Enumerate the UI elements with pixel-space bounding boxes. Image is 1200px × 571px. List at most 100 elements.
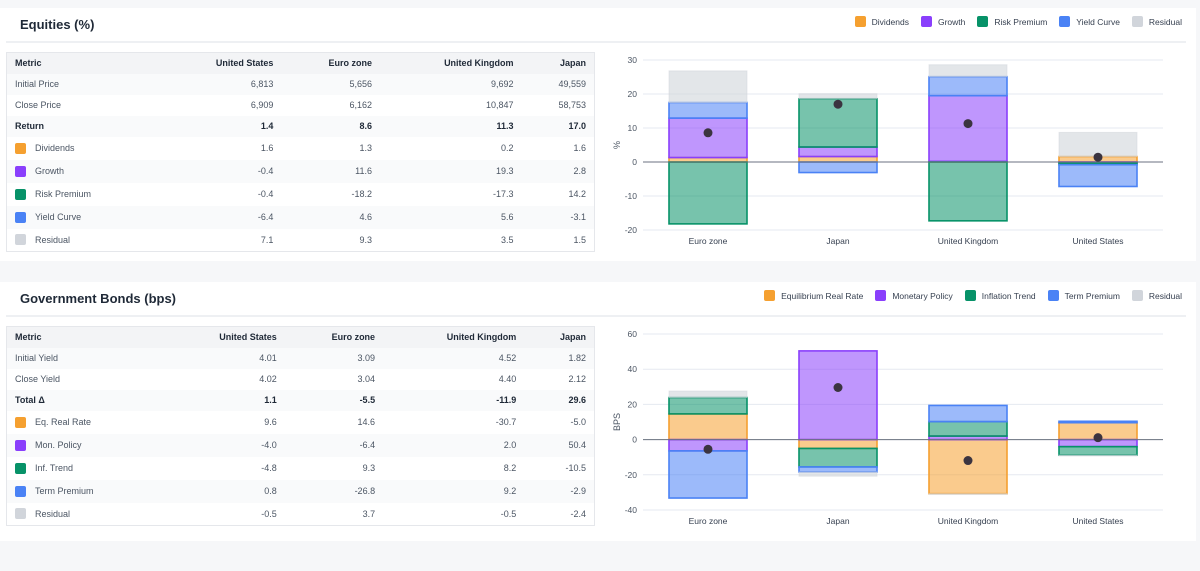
y-axis-label: BPS <box>612 413 622 431</box>
bar-segment[interactable] <box>798 350 878 441</box>
legend-item[interactable]: Equilibrium Real Rate <box>764 290 863 301</box>
row-label: Inf. Trend <box>35 463 74 473</box>
color-swatch <box>15 188 26 200</box>
table-cell: 19.3 <box>379 159 522 183</box>
legend-item[interactable]: Dividends <box>854 16 909 27</box>
bar-segment[interactable] <box>668 396 748 415</box>
bar-segment[interactable] <box>928 438 1008 495</box>
y-tick-label: 30 <box>628 55 638 65</box>
total-marker[interactable] <box>1093 152 1103 162</box>
total-marker[interactable] <box>833 383 843 393</box>
legend-item[interactable]: Risk Premium <box>977 16 1047 27</box>
bar-segment[interactable] <box>928 64 1008 78</box>
bar-segment[interactable] <box>1058 420 1138 424</box>
legend-item[interactable]: Growth <box>920 16 965 27</box>
row-label-cell: Total Δ <box>6 389 164 411</box>
y-tick-label: -40 <box>625 505 638 515</box>
bar-segment[interactable] <box>1058 163 1138 188</box>
legend-label: Dividends <box>871 16 909 27</box>
row-label: Yield Curve <box>35 212 82 222</box>
bar-segment[interactable] <box>668 101 748 119</box>
total-marker[interactable] <box>963 456 973 466</box>
bar-segment[interactable] <box>1058 445 1138 456</box>
legend-label: Monetary Policy <box>892 290 953 301</box>
bar-segment[interactable] <box>928 161 1008 222</box>
table-cell: -6.4 <box>159 205 282 229</box>
table-cell: 4.52 <box>383 347 525 369</box>
bar-segment[interactable] <box>1058 454 1138 457</box>
table-cell: 3.04 <box>357 374 376 384</box>
row-label-cell: Risk Premium <box>7 183 160 206</box>
legend-item[interactable]: Yield Curve <box>1059 16 1120 27</box>
bar-segment[interactable] <box>798 161 878 174</box>
row-label-cell: Mon. Policy <box>6 433 164 457</box>
table-cell: -5.0 <box>570 417 586 427</box>
column-header: Japan <box>524 326 595 348</box>
bar-segment[interactable] <box>798 155 878 163</box>
table-cell: -3.1 <box>521 205 595 229</box>
table-row: Return 1.4 8.6 11.3 17.0 <box>6 115 595 137</box>
bar-segment[interactable] <box>668 390 748 399</box>
table-cell: 5,656 <box>281 73 380 95</box>
row-label: Risk Premium <box>35 189 92 199</box>
column-header: Japan <box>521 52 595 74</box>
legend-item[interactable]: Inflation Trend <box>964 290 1036 301</box>
bonds-chart: -40 -20 0 20 40 60 BPS Euro zone Japan United Kin… <box>612 329 1163 526</box>
row-label-cell: Eq. Real Rate <box>7 411 164 434</box>
total-marker[interactable] <box>703 444 713 454</box>
bar-segment[interactable] <box>928 75 1008 97</box>
table-row: Total Δ 1.1 -5.5 -11.9 29.6 <box>6 389 595 411</box>
total-marker[interactable] <box>963 119 973 129</box>
table-cell: 29.6 <box>524 389 595 411</box>
total-marker[interactable] <box>1093 433 1103 443</box>
row-label-cell: Residual <box>7 229 160 252</box>
bar-segment[interactable] <box>668 70 748 103</box>
table-cell: 17.0 <box>521 115 595 137</box>
bar-segment[interactable] <box>798 466 878 473</box>
column-header: United States <box>159 52 282 74</box>
bar-segment[interactable] <box>928 94 1008 163</box>
bar-segment[interactable] <box>668 413 748 441</box>
legend-item[interactable]: Residual <box>1131 16 1182 27</box>
table-cell: -5.5 <box>284 389 384 411</box>
table-cell: 9.3 <box>359 234 372 245</box>
table-cell: 1.5 <box>573 234 586 245</box>
legend-item[interactable]: Residual <box>1131 290 1182 301</box>
column-header: Euro zone <box>284 326 384 348</box>
x-tick-label: United States <box>1072 236 1123 246</box>
color-swatch <box>15 462 26 474</box>
bar-segment[interactable] <box>798 471 878 477</box>
table-cell: -6.4 <box>284 433 384 457</box>
table-cell: 6,813 <box>159 73 282 95</box>
bar-segment[interactable] <box>928 420 1008 437</box>
table-cell: -0.5 <box>500 508 517 519</box>
table-row: Close Yield 4.02 3.04 4.40 2.12 <box>7 369 595 390</box>
row-label: Return <box>15 121 44 131</box>
table-row: Growth -0.4 11.6 19.3 2.8 <box>6 159 595 183</box>
legend-item[interactable]: Term Premium <box>1047 290 1120 301</box>
total-marker[interactable] <box>833 99 843 109</box>
bar-segment[interactable] <box>928 404 1008 423</box>
table-cell: 1.6 <box>573 143 586 153</box>
table-cell: 1.82 <box>524 347 595 369</box>
bar-segment[interactable] <box>798 93 878 100</box>
table-cell: 50.4 <box>524 433 595 457</box>
row-label: Dividends <box>35 143 75 153</box>
bonds-table: Metric United States Euro zone United Kingd… <box>6 326 595 526</box>
bar-segment[interactable] <box>668 450 748 499</box>
legend-swatch <box>1047 290 1059 301</box>
bar-segment[interactable] <box>798 146 878 158</box>
table-row: Dividends 1.6 1.3 0.2 1.6 <box>7 137 595 160</box>
bar-segment[interactable] <box>798 438 878 450</box>
table-row: Eq. Real Rate 9.6 14.6 -30.7 -5.0 <box>7 411 595 434</box>
total-marker[interactable] <box>703 128 713 138</box>
row-label: Initial Price <box>15 79 60 89</box>
table-row: Yield Curve -6.4 4.6 5.6 -3.1 <box>6 205 595 229</box>
bar-segment[interactable] <box>668 117 748 159</box>
legend-label: Term Premium <box>1064 290 1120 301</box>
legend-item[interactable]: Monetary Policy <box>875 290 953 301</box>
bar-segment[interactable] <box>928 493 1008 496</box>
bar-segment[interactable] <box>798 447 878 468</box>
bar-segment[interactable] <box>668 161 748 225</box>
table-cell: -0.5 <box>261 508 277 519</box>
